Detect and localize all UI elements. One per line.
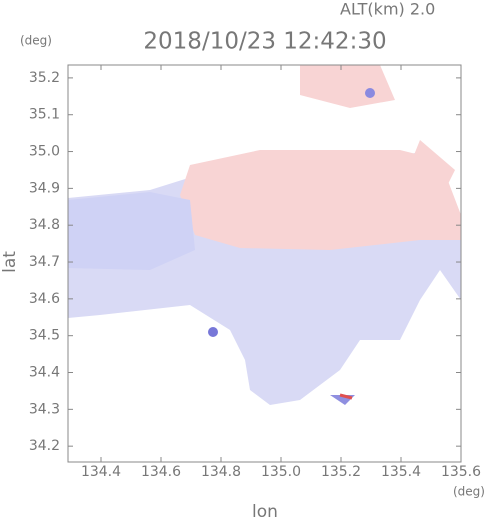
field-red <box>180 150 461 250</box>
x-tick-label: 135.6 <box>441 464 481 480</box>
y-tick-label: 35.2 <box>29 70 60 86</box>
y-tick-label: 35.1 <box>29 107 60 123</box>
field-red <box>300 65 395 108</box>
y-tick-label: 34.7 <box>29 254 60 270</box>
field-blue <box>365 88 375 98</box>
y-unit: (deg) <box>20 34 52 48</box>
y-tick-label: 34.4 <box>29 365 60 381</box>
field-blue <box>68 192 195 270</box>
x-tick-label: 135.4 <box>381 464 421 480</box>
y-tick-label: 34.8 <box>29 217 60 233</box>
y-tick-label: 34.6 <box>29 291 60 307</box>
chart-title: 2018/10/23 12:42:30 <box>143 29 386 55</box>
x-tick-label: 135.2 <box>321 464 361 480</box>
echo-field <box>68 65 461 405</box>
x-axis-label: lon <box>252 502 278 521</box>
y-tick-label: 34.9 <box>29 180 60 196</box>
y-axis-label: lat <box>0 251 20 273</box>
y-tick-label: 34.2 <box>29 438 60 454</box>
x-unit: (deg) <box>453 485 485 499</box>
y-tick-label: 34.5 <box>29 328 60 344</box>
y-tick-label: 34.3 <box>29 401 60 417</box>
annotation: ALT(km) 2.0 <box>340 0 435 19</box>
x-tick-label: 134.8 <box>201 464 241 480</box>
field-blue <box>208 327 218 337</box>
field-red <box>410 140 455 190</box>
x-tick-label: 134.6 <box>141 464 181 480</box>
x-tick-label: 135.0 <box>261 464 301 480</box>
field-red <box>339 393 353 400</box>
plot-frame <box>67 64 462 463</box>
y-tick-label: 35.0 <box>29 144 60 160</box>
x-tick-label: 134.4 <box>81 464 121 480</box>
